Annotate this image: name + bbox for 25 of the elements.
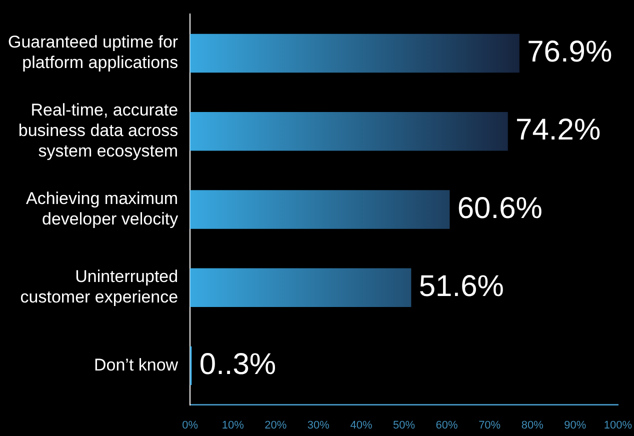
x-tick-label: 80% bbox=[521, 419, 544, 432]
y-tick-label: Real-time, accurate business data across system ecosystem bbox=[18, 100, 178, 160]
bar bbox=[190, 268, 412, 307]
y-tick-label: Guaranteed uptime for platform applications bbox=[8, 32, 178, 72]
x-tick-label: 90% bbox=[564, 419, 586, 432]
x-tick-label: 60% bbox=[436, 419, 458, 432]
y-tick-label: Uninterrupted customer experience bbox=[20, 267, 178, 307]
data-label: 76.9% bbox=[527, 36, 612, 69]
y-tick-label: Achieving maximum developer velocity bbox=[26, 188, 179, 228]
bar bbox=[190, 190, 450, 229]
data-label: 51.6% bbox=[418, 270, 504, 303]
bar bbox=[190, 112, 508, 151]
x-tick-label: 20% bbox=[264, 419, 287, 432]
data-label: 74.2% bbox=[516, 114, 601, 147]
x-tick-label: 50% bbox=[393, 419, 416, 432]
x-tick-label: 40% bbox=[350, 419, 372, 432]
x-tick-label: 30% bbox=[307, 419, 330, 432]
x-tick-label: 0% bbox=[182, 419, 198, 432]
x-tick-label: 70% bbox=[478, 419, 501, 432]
bar bbox=[190, 34, 520, 73]
x-tick-label: 100% bbox=[604, 419, 632, 432]
y-tick-label: Don’t know bbox=[94, 355, 179, 374]
x-tick-label: 10% bbox=[222, 419, 244, 432]
data-label: 60.6% bbox=[457, 192, 542, 225]
data-label: 0..3% bbox=[199, 348, 276, 382]
